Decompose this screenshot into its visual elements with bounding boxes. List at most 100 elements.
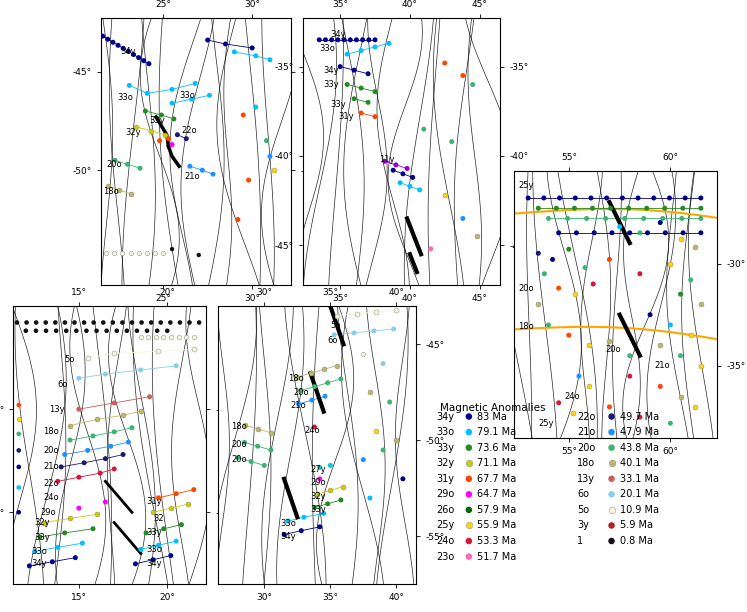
Point [247, 43, 258, 53]
Point [69, 553, 81, 562]
Point [171, 130, 183, 140]
Point [654, 381, 666, 391]
Point [606, 505, 618, 515]
Point [463, 458, 475, 468]
Text: 40.1 Ma: 40.1 Ma [620, 458, 659, 468]
Point [634, 269, 646, 278]
Point [414, 185, 426, 195]
Point [117, 248, 128, 258]
Point [108, 427, 120, 437]
Point [140, 106, 152, 116]
Point [101, 326, 113, 335]
Point [252, 424, 264, 434]
Point [314, 474, 326, 483]
Point [685, 275, 697, 285]
Point [695, 228, 707, 237]
Point [134, 406, 146, 416]
Point [78, 318, 90, 327]
Point [583, 340, 595, 350]
Text: 34y: 34y [436, 411, 454, 422]
Point [348, 94, 360, 103]
Point [70, 326, 82, 335]
Point [377, 359, 389, 368]
Point [108, 349, 120, 359]
Point [137, 56, 149, 65]
Point [657, 214, 669, 223]
Point [90, 509, 102, 519]
Point [13, 414, 25, 424]
Point [355, 83, 367, 93]
Point [59, 450, 71, 460]
Point [522, 193, 534, 203]
Point [542, 320, 554, 330]
Text: 6o: 6o [58, 380, 68, 389]
Point [186, 94, 198, 104]
Point [87, 524, 99, 534]
Point [21, 318, 33, 327]
Point [13, 400, 25, 410]
Text: 32y: 32y [436, 458, 454, 468]
Point [134, 365, 146, 375]
Point [384, 397, 396, 407]
Point [553, 228, 565, 237]
Point [245, 457, 257, 466]
Text: 23o: 23o [436, 551, 454, 562]
Point [141, 248, 153, 258]
Text: 13y: 13y [577, 474, 595, 483]
Point [170, 361, 182, 371]
Point [140, 528, 152, 538]
Point [278, 529, 290, 539]
Point [147, 507, 159, 517]
Point [59, 318, 71, 327]
Point [13, 446, 25, 455]
Text: 31y: 31y [436, 474, 454, 483]
Point [368, 326, 379, 336]
Point [30, 318, 42, 327]
Point [606, 474, 618, 483]
Point [463, 551, 475, 561]
Point [261, 136, 273, 146]
Point [313, 35, 325, 45]
Point [606, 442, 618, 452]
Point [249, 51, 261, 61]
Point [309, 382, 320, 392]
Point [23, 561, 35, 571]
Point [355, 108, 367, 118]
Point [457, 214, 469, 223]
Point [654, 340, 666, 350]
Point [187, 345, 199, 354]
Point [641, 203, 653, 213]
Point [94, 468, 106, 478]
Point [383, 39, 395, 48]
Point [438, 190, 450, 200]
Text: 20.1 Ma: 20.1 Ma [620, 490, 659, 499]
Point [50, 326, 62, 335]
Point [147, 555, 159, 565]
Point [264, 55, 276, 65]
Point [220, 39, 232, 49]
Point [600, 214, 612, 223]
Point [143, 332, 155, 342]
Point [660, 228, 672, 237]
Point [168, 114, 180, 124]
Point [37, 518, 49, 528]
Text: 33o: 33o [146, 545, 162, 554]
Point [369, 112, 381, 122]
Text: 13y: 13y [49, 405, 64, 414]
Point [388, 324, 400, 334]
Text: 11y: 11y [379, 155, 394, 164]
Point [695, 203, 707, 213]
Point [76, 539, 88, 548]
Point [311, 490, 323, 499]
Point [49, 318, 61, 327]
Point [207, 170, 219, 179]
Point [362, 97, 374, 107]
Point [282, 516, 294, 526]
Point [30, 326, 42, 335]
Point [174, 318, 186, 327]
Text: 22o: 22o [577, 411, 595, 422]
Point [102, 181, 114, 191]
Point [97, 318, 109, 327]
Point [624, 351, 636, 360]
Point [438, 58, 450, 68]
